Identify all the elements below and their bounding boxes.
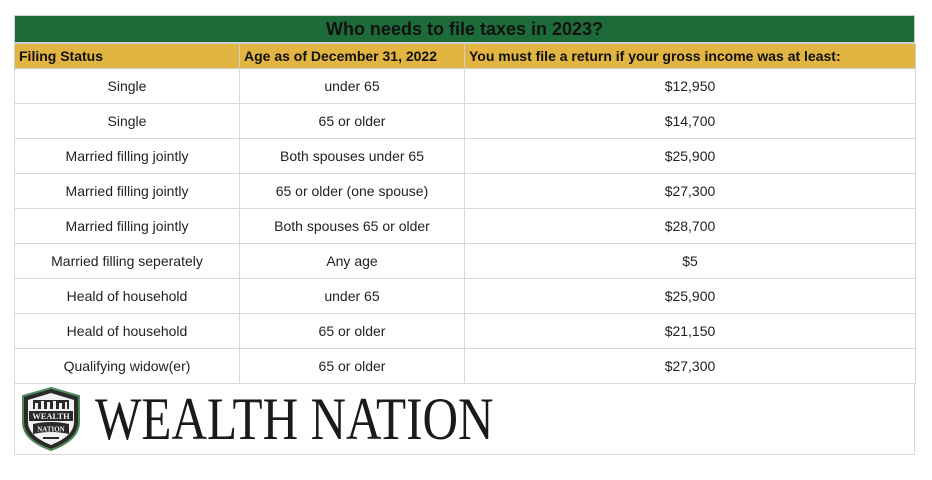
cell-income: $25,900 xyxy=(464,278,916,314)
cell-income: $25,900 xyxy=(464,138,916,174)
badge-line2: NATION xyxy=(37,426,64,434)
cell-age: 65 or older (one spouse) xyxy=(239,173,465,209)
tax-filing-sheet: Who needs to file taxes in 2023? Filing … xyxy=(14,15,916,455)
cell-income: $14,700 xyxy=(464,103,916,139)
cell-filing-status: Single xyxy=(14,68,240,104)
cell-age: Both spouses 65 or older xyxy=(239,208,465,244)
cell-filing-status: Heald of household xyxy=(14,313,240,349)
wealth-nation-badge-icon: WEALTH NATION xyxy=(22,386,80,452)
tax-threshold-table: Filing Status Age as of December 31, 202… xyxy=(14,43,916,384)
cell-income: $21,150 xyxy=(464,313,916,349)
cell-age: Any age xyxy=(239,243,465,279)
cell-filing-status: Qualifying widow(er) xyxy=(14,348,240,384)
table-row: Single under 65 $12,950 xyxy=(14,68,916,104)
cell-age: 65 or older xyxy=(239,103,465,139)
cell-filing-status: Married filling jointly xyxy=(14,173,240,209)
wealth-nation-wordmark: WEALTH NATION xyxy=(95,386,494,452)
cell-age: Both spouses under 65 xyxy=(239,138,465,174)
table-row: Married filling jointly Both spouses und… xyxy=(14,138,916,174)
cell-income: $5 xyxy=(464,243,916,279)
header-age: Age as of December 31, 2022 xyxy=(239,43,465,69)
cell-income: $27,300 xyxy=(464,348,916,384)
cell-filing-status: Married filling jointly xyxy=(14,208,240,244)
badge-line1: WEALTH xyxy=(32,411,70,421)
cell-age: 65 or older xyxy=(239,313,465,349)
table-row: Qualifying widow(er) 65 or older $27,300 xyxy=(14,348,916,384)
cell-age: under 65 xyxy=(239,278,465,314)
header-gross-income: You must file a return if your gross inc… xyxy=(464,43,916,69)
table-row: Married filling jointly 65 or older (one… xyxy=(14,173,916,209)
table-row: Married filling jointly Both spouses 65 … xyxy=(14,208,916,244)
header-filing-status: Filing Status xyxy=(14,43,240,69)
header-row: Filing Status Age as of December 31, 202… xyxy=(14,43,916,69)
table-row: Heald of household 65 or older $21,150 xyxy=(14,313,916,349)
cell-age: under 65 xyxy=(239,68,465,104)
cell-income: $27,300 xyxy=(464,173,916,209)
table-row: Heald of household under 65 $25,900 xyxy=(14,278,916,314)
cell-filing-status: Married filling jointly xyxy=(14,138,240,174)
cell-filing-status: Heald of household xyxy=(14,278,240,314)
cell-income: $28,700 xyxy=(464,208,916,244)
table-row: Single 65 or older $14,700 xyxy=(14,103,916,139)
logo-row: WEALTH NATION WEALTH NATION xyxy=(14,384,915,455)
cell-filing-status: Married filling seperately xyxy=(14,243,240,279)
cell-filing-status: Single xyxy=(14,103,240,139)
table-row: Married filling seperately Any age $5 xyxy=(14,243,916,279)
cell-income: $12,950 xyxy=(464,68,916,104)
sheet-title: Who needs to file taxes in 2023? xyxy=(14,15,915,43)
cell-age: 65 or older xyxy=(239,348,465,384)
